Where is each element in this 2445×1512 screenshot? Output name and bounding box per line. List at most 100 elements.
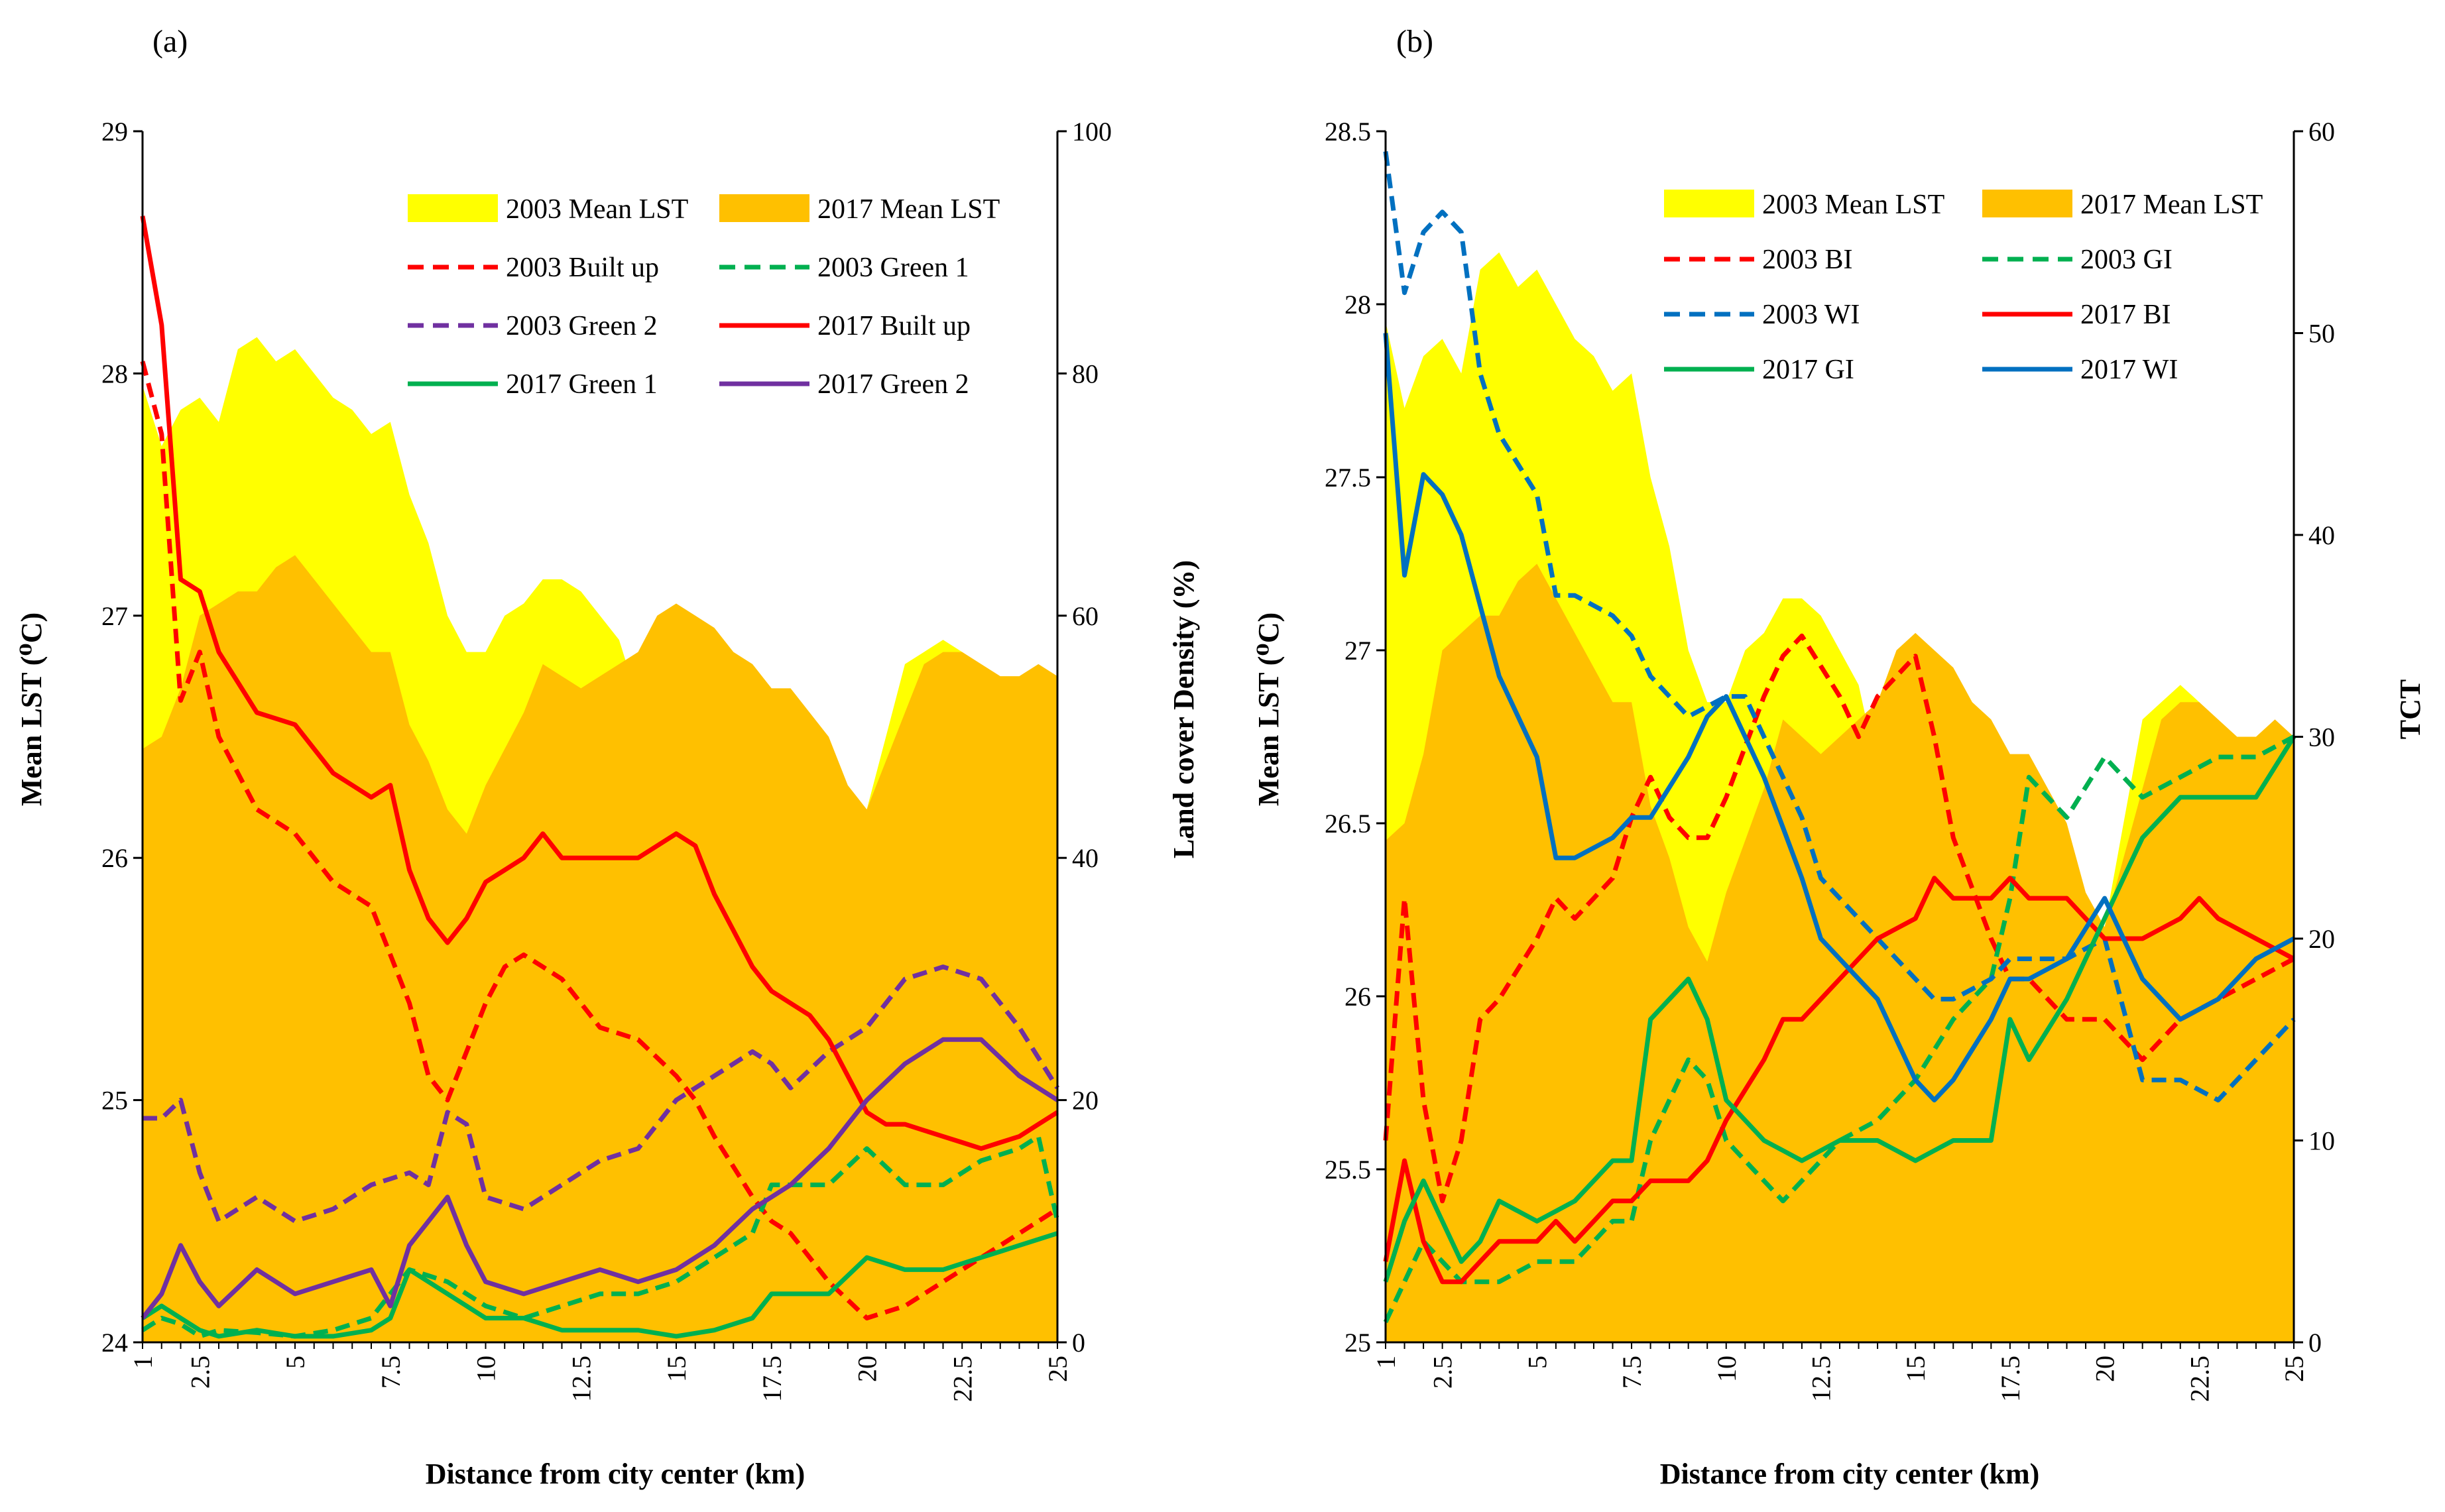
panel-a-xtick-label: 1 <box>128 1356 158 1369</box>
panel-a-xtick-label: 15 <box>662 1356 691 1382</box>
legend-label: 2003 Mean LST <box>1762 190 1944 220</box>
panel-a-line-2003-green-2 <box>143 964 1059 1224</box>
panel-a-y2tick-label: 60 <box>1072 601 1099 631</box>
panel-a-y2tick-label: 80 <box>1072 359 1099 388</box>
panel-b-xtick-label: 25 <box>2279 1356 2309 1382</box>
legend-swatch <box>1982 190 2072 217</box>
panel-a-legend-item-2003-mean-lst: 2003 Mean LST <box>408 194 688 225</box>
panel-b-ytick-label: 28.5 <box>1325 117 1371 146</box>
panel-a-ytick-label: 29 <box>101 117 128 146</box>
panel-a-legend-item-2003-green-1: 2003 Green 1 <box>719 253 969 283</box>
panel-b-line-2017-bi <box>1383 876 2295 1285</box>
legend-label: 2017 Mean LST <box>817 194 1000 225</box>
panel-b-ytick-label: 27.5 <box>1325 463 1371 493</box>
panel-a-legend-item-2017-green-2: 2017 Green 2 <box>719 369 969 400</box>
panel-a-ytick-label: 27 <box>101 601 128 631</box>
panel-b-xtick-label: 5 <box>1522 1356 1552 1369</box>
panel-a-xtick-label: 5 <box>280 1356 310 1369</box>
panel-a-legend: 2003 Mean LST 2017 Mean LST 2003 Built up 2… <box>408 194 1000 400</box>
panel-b-legend: 2003 Mean LST 2017 Mean LST 2003 BI 2003 GI… <box>1664 190 2263 385</box>
legend-swatch <box>719 194 809 222</box>
panel-b-xtick-label: 20 <box>2090 1356 2120 1382</box>
panel-b-ylabel: Mean LST (⁰C) <box>1252 612 1285 806</box>
panel-a-legend-item-2017-mean-lst: 2017 Mean LST <box>719 194 1000 225</box>
panel-a-xtick-label: 22.5 <box>947 1356 977 1402</box>
panel-b-y2tick-label: 0 <box>2308 1328 2322 1358</box>
legend-label: 2017 WI <box>2080 355 2178 385</box>
panel-a-ytick-label: 24 <box>101 1328 128 1358</box>
panel-a-xlabel: Distance from city center (km) <box>426 1458 805 1490</box>
panel-b-xtick-label: 2.5 <box>1428 1356 1458 1389</box>
panel-a-legend-item-2003-built-up: 2003 Built up <box>408 253 659 283</box>
panel-b-xtick-label: 15 <box>1901 1356 1931 1382</box>
panel-a-line-2017-green-2 <box>141 1037 1059 1320</box>
legend-label: 2003 BI <box>1762 245 1853 275</box>
panel-b-xtick-label: 12.5 <box>1806 1356 1836 1402</box>
legend-label: 2017 Green 2 <box>817 369 969 400</box>
legend-label: 2017 BI <box>2080 300 2171 330</box>
panel-b-legend-item-2017-wi: 2017 WI <box>1982 355 2178 385</box>
legend-label: 2003 WI <box>1762 300 1860 330</box>
panel-a-legend-item-2017-green-1: 2017 Green 1 <box>408 369 658 400</box>
panel-a-xtick-label: 2.5 <box>185 1356 215 1389</box>
panel-a-xtick-label: 17.5 <box>757 1356 787 1402</box>
panel-a-legend-item-2017-built-up: 2017 Built up <box>719 311 971 341</box>
panel-a-xtick-label: 12.5 <box>566 1356 596 1402</box>
legend-label: 2003 Green 2 <box>506 311 658 341</box>
legend-label: 2003 Built up <box>506 253 659 283</box>
panel-b-xtick-label: 10 <box>1712 1356 1742 1382</box>
panel-b-xtick-label: 17.5 <box>1996 1356 2025 1402</box>
panel-b-ytick-label: 28 <box>1344 290 1371 320</box>
panel-b-legend-item-2017-mean-lst: 2017 Mean LST <box>1982 190 2263 220</box>
panel-b-y2tick-label: 40 <box>2308 520 2335 550</box>
panel-a-xtick-label: 10 <box>471 1356 501 1382</box>
panel-b-y2tick-label: 10 <box>2308 1126 2335 1156</box>
legend-label: 2003 Green 1 <box>817 253 969 283</box>
panel-b-ytick-label: 27 <box>1344 636 1371 666</box>
panel-b-line-2017-wi <box>1383 333 2295 1103</box>
panel-b-line-2003-bi <box>1383 633 2295 1204</box>
panel-b-legend-item-2017-bi: 2017 BI <box>1982 300 2171 330</box>
legend-label: 2017 Green 1 <box>506 369 658 400</box>
legend-label: 2017 Mean LST <box>2080 190 2263 220</box>
panel-b-xtick-label: 1 <box>1371 1356 1401 1369</box>
panel-b-ytick-label: 25 <box>1344 1328 1371 1358</box>
panel-b-y2tick-label: 50 <box>2308 319 2335 349</box>
legend-label: 2003 Mean LST <box>506 194 688 225</box>
panel-a-xtick-label: 20 <box>853 1356 882 1382</box>
panel-a-line-2017-green-1 <box>141 1231 1059 1339</box>
panel-b-legend-item-2003-wi: 2003 WI <box>1664 300 1860 330</box>
panel-a-ylabel: Mean LST (⁰C) <box>15 612 48 806</box>
panel-b-xtick-label: 22.5 <box>2184 1356 2214 1402</box>
panel-b-ytick-label: 26 <box>1344 982 1371 1012</box>
panel-b-xlabel: Distance from city center (km) <box>1660 1458 2040 1490</box>
panel-b-xtick-label: 7.5 <box>1617 1356 1647 1389</box>
panel-b-line-2003-wi <box>1383 151 2296 1103</box>
panel-b-area-2017-mean-lst <box>1386 563 2294 1342</box>
panel-b-y2tick-label: 60 <box>2308 117 2335 146</box>
panel-b: (b) 25 25.5 26 26.5 27 27.5 28 28.5 0 10 20 30 40 50 6… <box>1252 24 2426 1490</box>
panel-b-line-2017-gi <box>1383 735 2296 1283</box>
panel-b-ytick-label: 26.5 <box>1325 809 1371 839</box>
panel-b-y2tick-label: 30 <box>2308 723 2335 752</box>
legend-label: 2017 GI <box>1762 355 1854 385</box>
panel-a-ytick-label: 25 <box>101 1086 128 1116</box>
panel-a-label: (a) <box>152 24 188 59</box>
panel-b-legend-item-2017-gi: 2017 GI <box>1664 355 1854 385</box>
panel-a-legend-item-2003-green-2: 2003 Green 2 <box>408 311 658 341</box>
panel-b-y2tick-label: 20 <box>2308 924 2335 954</box>
legend-label: 2017 Built up <box>817 311 971 341</box>
panel-a-y2label: Land cover Density (%) <box>1167 560 1200 858</box>
legend-swatch <box>1664 190 1754 217</box>
panel-b-legend-item-2003-bi: 2003 BI <box>1664 245 1853 275</box>
panel-b-ytick-label: 25.5 <box>1325 1155 1371 1185</box>
panel-a-y2tick-label: 0 <box>1072 1328 1085 1358</box>
legend-swatch <box>408 194 498 222</box>
panel-a-line-2003-built-up <box>140 361 1059 1320</box>
panel-a-xtick-label: 25 <box>1043 1356 1073 1382</box>
panel-a-y2tick-label: 100 <box>1072 117 1112 146</box>
panel-a-line-2017-built-up <box>140 215 1059 1151</box>
panel-a-y2tick-label: 40 <box>1072 843 1099 873</box>
